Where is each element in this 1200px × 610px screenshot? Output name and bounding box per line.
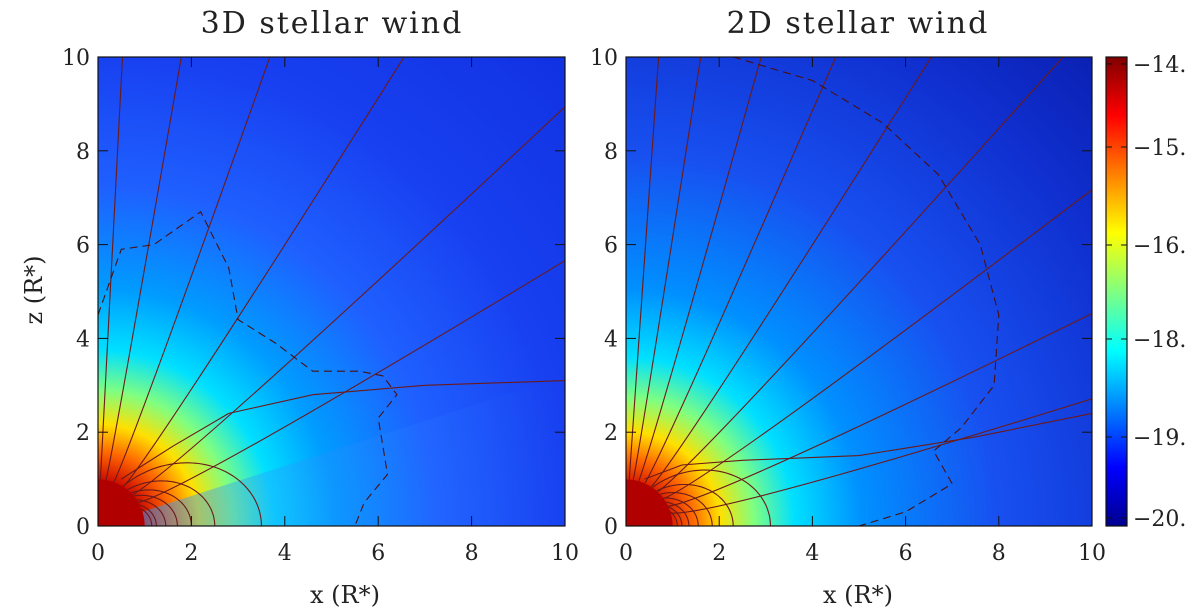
y-axis-label: z (R*) <box>20 255 48 324</box>
colorbar-scale <box>1106 57 1127 526</box>
open-field-line <box>644 57 837 484</box>
closed-field-loop <box>666 501 690 526</box>
y-tick-label: 8 <box>76 140 90 165</box>
right-panel-2d: 0 2 4 6 8 10 0 2 4 6 8 10 <box>590 46 1106 566</box>
y-tick-label: 10 <box>62 46 90 71</box>
open-field-line <box>663 188 1092 499</box>
closed-field-loop <box>139 504 157 526</box>
open-field-line <box>105 57 182 480</box>
stellar-core <box>626 479 673 526</box>
closed-field-loop <box>122 462 262 526</box>
plot-frame <box>625 56 1093 527</box>
open-field-line <box>99 57 124 480</box>
plot-frame <box>97 56 566 527</box>
colorbar-tick-label: −18. <box>1133 328 1186 353</box>
x-tick-label: 8 <box>992 541 1006 566</box>
x-tick-label: 6 <box>371 541 385 566</box>
open-field-line <box>650 57 933 488</box>
open-field-line <box>668 312 1092 507</box>
equatorial-stream <box>98 375 565 526</box>
closed-field-loop <box>130 489 192 526</box>
x-tick-label: 6 <box>899 541 913 566</box>
y-tick-label: 4 <box>76 327 90 352</box>
x-tick-label: 10 <box>1078 541 1106 566</box>
x-tick-label: 2 <box>184 541 198 566</box>
right-x-axis-label: x (R*) <box>823 581 893 609</box>
closed-field-loop <box>133 494 178 526</box>
y-tick-label: 2 <box>76 421 90 446</box>
colorbar-frame <box>1105 56 1128 527</box>
closed-field-loop <box>656 483 734 526</box>
stellar-core <box>98 479 145 526</box>
x-tick-label: 0 <box>619 541 633 566</box>
outer-field-line <box>644 412 1092 480</box>
closed-field-loop <box>652 469 772 526</box>
colorbar-tick-label: −14. <box>1133 53 1186 78</box>
closed-field-loop <box>670 511 678 526</box>
left-x-axis-label: x (R*) <box>310 581 380 609</box>
y-tick-label: 0 <box>604 515 618 540</box>
x-tick-label: 10 <box>551 541 579 566</box>
x-tick-label: 0 <box>91 541 105 566</box>
y-tick-label: 0 <box>76 515 90 540</box>
closed-field-loop <box>127 480 216 526</box>
left-panel-3d: 0 2 4 6 8 10 0 2 4 6 8 10 <box>62 46 579 566</box>
closed-field-loop <box>141 508 153 526</box>
closed-field-loop <box>668 506 683 526</box>
colorbar-tick-label: −19. <box>1133 426 1186 451</box>
y-tick-label: 6 <box>76 234 90 259</box>
colorbar: −14. −15. −16. −18. −19. −20. <box>1105 53 1186 532</box>
y-tick-label: 4 <box>604 327 618 352</box>
y-tick-label: 10 <box>590 46 618 71</box>
closed-field-loop <box>663 497 699 526</box>
colorbar-tick-label: −16. <box>1133 234 1186 259</box>
colorbar-tick-label: −15. <box>1133 136 1186 161</box>
y-tick-label: 8 <box>604 140 618 165</box>
open-field-line <box>628 57 660 480</box>
left-panel-title: 3D stellar wind <box>201 6 464 41</box>
colorbar-tick-label: −20. <box>1133 507 1186 532</box>
open-field-line <box>657 57 1064 493</box>
x-tick-label: 8 <box>465 541 479 566</box>
outer-field-line <box>121 380 565 480</box>
right-panel-title: 2D stellar wind <box>727 6 990 41</box>
open-field-line <box>670 398 1092 514</box>
x-tick-label: 4 <box>805 541 819 566</box>
x-tick-label: 2 <box>712 541 726 566</box>
open-field-line <box>638 57 762 482</box>
dashed-contour <box>98 211 398 526</box>
y-tick-label: 2 <box>604 421 618 446</box>
x-tick-label: 4 <box>278 541 292 566</box>
open-field-line <box>132 106 565 496</box>
open-field-line <box>113 57 271 483</box>
open-field-line <box>138 260 565 504</box>
y-tick-label: 6 <box>604 234 618 259</box>
open-field-line <box>632 57 702 480</box>
